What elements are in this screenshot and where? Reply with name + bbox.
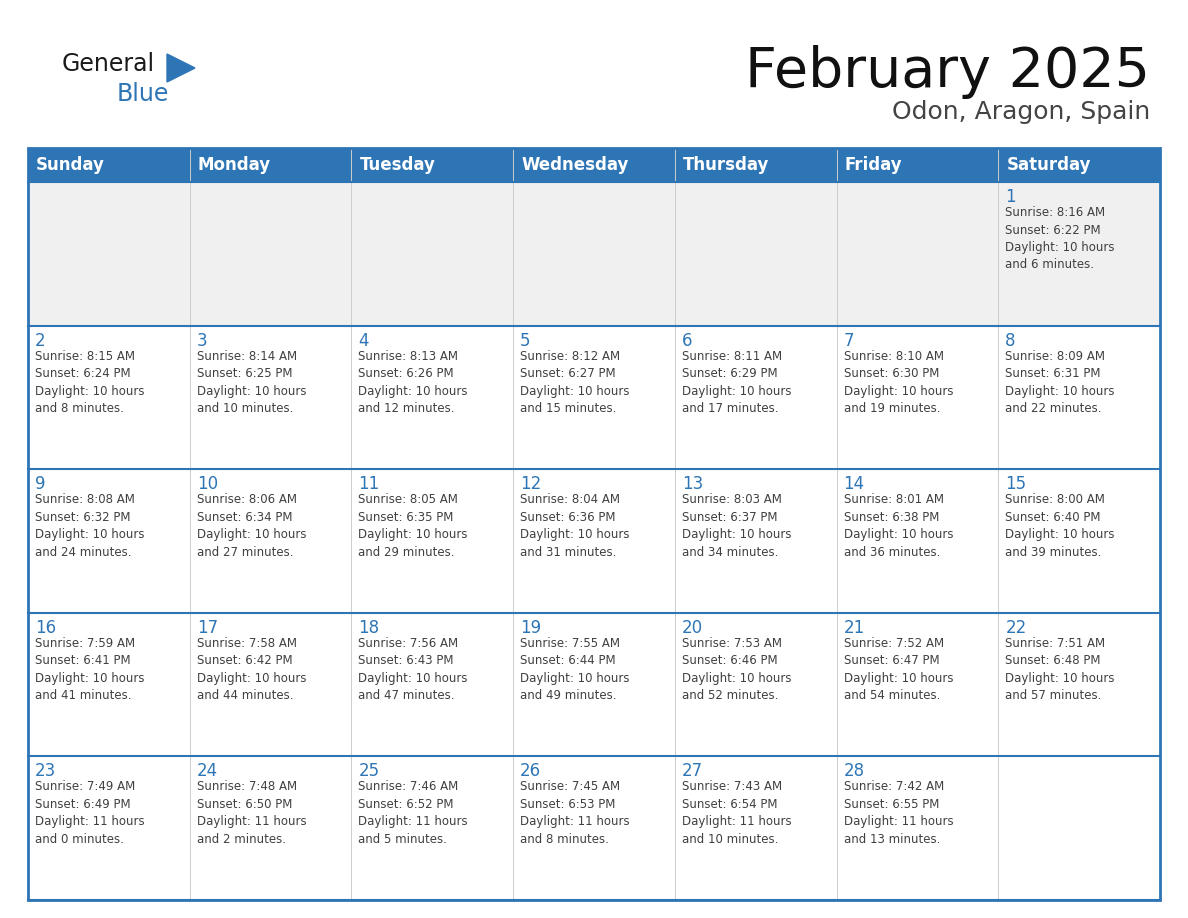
Text: 23: 23 bbox=[34, 763, 56, 780]
Text: Sunrise: 7:43 AM
Sunset: 6:54 PM
Daylight: 11 hours
and 10 minutes.: Sunrise: 7:43 AM Sunset: 6:54 PM Dayligh… bbox=[682, 780, 791, 845]
Text: 27: 27 bbox=[682, 763, 703, 780]
Text: Sunday: Sunday bbox=[36, 156, 105, 174]
Text: Sunrise: 8:10 AM
Sunset: 6:30 PM
Daylight: 10 hours
and 19 minutes.: Sunrise: 8:10 AM Sunset: 6:30 PM Dayligh… bbox=[843, 350, 953, 415]
Text: Blue: Blue bbox=[116, 82, 170, 106]
Text: 16: 16 bbox=[34, 619, 56, 637]
Text: Sunrise: 8:06 AM
Sunset: 6:34 PM
Daylight: 10 hours
and 27 minutes.: Sunrise: 8:06 AM Sunset: 6:34 PM Dayligh… bbox=[197, 493, 307, 559]
Text: 11: 11 bbox=[359, 476, 380, 493]
Text: 4: 4 bbox=[359, 331, 369, 350]
Text: Sunrise: 7:49 AM
Sunset: 6:49 PM
Daylight: 11 hours
and 0 minutes.: Sunrise: 7:49 AM Sunset: 6:49 PM Dayligh… bbox=[34, 780, 145, 845]
Text: Sunrise: 8:15 AM
Sunset: 6:24 PM
Daylight: 10 hours
and 8 minutes.: Sunrise: 8:15 AM Sunset: 6:24 PM Dayligh… bbox=[34, 350, 145, 415]
Text: Sunrise: 8:00 AM
Sunset: 6:40 PM
Daylight: 10 hours
and 39 minutes.: Sunrise: 8:00 AM Sunset: 6:40 PM Dayligh… bbox=[1005, 493, 1114, 559]
Text: 12: 12 bbox=[520, 476, 542, 493]
Text: Sunrise: 8:14 AM
Sunset: 6:25 PM
Daylight: 10 hours
and 10 minutes.: Sunrise: 8:14 AM Sunset: 6:25 PM Dayligh… bbox=[197, 350, 307, 415]
Text: 2: 2 bbox=[34, 331, 45, 350]
Bar bbox=[29, 326, 1159, 469]
Text: Sunrise: 8:11 AM
Sunset: 6:29 PM
Daylight: 10 hours
and 17 minutes.: Sunrise: 8:11 AM Sunset: 6:29 PM Dayligh… bbox=[682, 350, 791, 415]
Text: 13: 13 bbox=[682, 476, 703, 493]
Text: Sunrise: 8:01 AM
Sunset: 6:38 PM
Daylight: 10 hours
and 36 minutes.: Sunrise: 8:01 AM Sunset: 6:38 PM Dayligh… bbox=[843, 493, 953, 559]
Text: 21: 21 bbox=[843, 619, 865, 637]
Text: 20: 20 bbox=[682, 619, 703, 637]
Text: Tuesday: Tuesday bbox=[360, 156, 435, 174]
Bar bbox=[352, 148, 513, 182]
Text: 7: 7 bbox=[843, 331, 854, 350]
Text: Sunrise: 7:56 AM
Sunset: 6:43 PM
Daylight: 10 hours
and 47 minutes.: Sunrise: 7:56 AM Sunset: 6:43 PM Dayligh… bbox=[359, 637, 468, 702]
Text: Sunrise: 7:55 AM
Sunset: 6:44 PM
Daylight: 10 hours
and 49 minutes.: Sunrise: 7:55 AM Sunset: 6:44 PM Dayligh… bbox=[520, 637, 630, 702]
Text: Sunrise: 7:46 AM
Sunset: 6:52 PM
Daylight: 11 hours
and 5 minutes.: Sunrise: 7:46 AM Sunset: 6:52 PM Dayligh… bbox=[359, 780, 468, 845]
Text: Odon, Aragon, Spain: Odon, Aragon, Spain bbox=[892, 100, 1150, 124]
Text: 28: 28 bbox=[843, 763, 865, 780]
Text: 25: 25 bbox=[359, 763, 379, 780]
Text: Sunrise: 8:05 AM
Sunset: 6:35 PM
Daylight: 10 hours
and 29 minutes.: Sunrise: 8:05 AM Sunset: 6:35 PM Dayligh… bbox=[359, 493, 468, 559]
Text: 26: 26 bbox=[520, 763, 542, 780]
Text: Sunrise: 7:48 AM
Sunset: 6:50 PM
Daylight: 11 hours
and 2 minutes.: Sunrise: 7:48 AM Sunset: 6:50 PM Dayligh… bbox=[197, 780, 307, 845]
Text: 15: 15 bbox=[1005, 476, 1026, 493]
Text: Sunrise: 8:13 AM
Sunset: 6:26 PM
Daylight: 10 hours
and 12 minutes.: Sunrise: 8:13 AM Sunset: 6:26 PM Dayligh… bbox=[359, 350, 468, 415]
Text: 22: 22 bbox=[1005, 619, 1026, 637]
Text: Sunrise: 8:08 AM
Sunset: 6:32 PM
Daylight: 10 hours
and 24 minutes.: Sunrise: 8:08 AM Sunset: 6:32 PM Dayligh… bbox=[34, 493, 145, 559]
Polygon shape bbox=[168, 54, 195, 82]
Text: 6: 6 bbox=[682, 331, 693, 350]
Bar bbox=[29, 148, 1159, 900]
Text: General: General bbox=[62, 52, 156, 76]
Bar bbox=[29, 148, 190, 182]
Bar bbox=[513, 148, 675, 182]
Text: 24: 24 bbox=[197, 763, 217, 780]
Text: 17: 17 bbox=[197, 619, 217, 637]
Text: Sunrise: 7:58 AM
Sunset: 6:42 PM
Daylight: 10 hours
and 44 minutes.: Sunrise: 7:58 AM Sunset: 6:42 PM Dayligh… bbox=[197, 637, 307, 702]
Text: Sunrise: 8:03 AM
Sunset: 6:37 PM
Daylight: 10 hours
and 34 minutes.: Sunrise: 8:03 AM Sunset: 6:37 PM Dayligh… bbox=[682, 493, 791, 559]
Text: 19: 19 bbox=[520, 619, 542, 637]
Text: Sunrise: 7:45 AM
Sunset: 6:53 PM
Daylight: 11 hours
and 8 minutes.: Sunrise: 7:45 AM Sunset: 6:53 PM Dayligh… bbox=[520, 780, 630, 845]
Bar bbox=[190, 148, 352, 182]
Bar bbox=[29, 469, 1159, 613]
Bar bbox=[29, 613, 1159, 756]
Text: 14: 14 bbox=[843, 476, 865, 493]
Bar bbox=[29, 756, 1159, 900]
Text: Sunrise: 8:16 AM
Sunset: 6:22 PM
Daylight: 10 hours
and 6 minutes.: Sunrise: 8:16 AM Sunset: 6:22 PM Dayligh… bbox=[1005, 206, 1114, 272]
Text: Sunrise: 8:12 AM
Sunset: 6:27 PM
Daylight: 10 hours
and 15 minutes.: Sunrise: 8:12 AM Sunset: 6:27 PM Dayligh… bbox=[520, 350, 630, 415]
Text: Monday: Monday bbox=[197, 156, 271, 174]
Text: Saturday: Saturday bbox=[1006, 156, 1091, 174]
Bar bbox=[998, 148, 1159, 182]
Text: Sunrise: 7:53 AM
Sunset: 6:46 PM
Daylight: 10 hours
and 52 minutes.: Sunrise: 7:53 AM Sunset: 6:46 PM Dayligh… bbox=[682, 637, 791, 702]
Text: Sunrise: 7:42 AM
Sunset: 6:55 PM
Daylight: 11 hours
and 13 minutes.: Sunrise: 7:42 AM Sunset: 6:55 PM Dayligh… bbox=[843, 780, 953, 845]
Text: 8: 8 bbox=[1005, 331, 1016, 350]
Text: Wednesday: Wednesday bbox=[522, 156, 628, 174]
Text: Sunrise: 7:59 AM
Sunset: 6:41 PM
Daylight: 10 hours
and 41 minutes.: Sunrise: 7:59 AM Sunset: 6:41 PM Dayligh… bbox=[34, 637, 145, 702]
Text: 18: 18 bbox=[359, 619, 379, 637]
Text: Sunrise: 7:52 AM
Sunset: 6:47 PM
Daylight: 10 hours
and 54 minutes.: Sunrise: 7:52 AM Sunset: 6:47 PM Dayligh… bbox=[843, 637, 953, 702]
Text: Sunrise: 7:51 AM
Sunset: 6:48 PM
Daylight: 10 hours
and 57 minutes.: Sunrise: 7:51 AM Sunset: 6:48 PM Dayligh… bbox=[1005, 637, 1114, 702]
Text: Sunrise: 8:04 AM
Sunset: 6:36 PM
Daylight: 10 hours
and 31 minutes.: Sunrise: 8:04 AM Sunset: 6:36 PM Dayligh… bbox=[520, 493, 630, 559]
Text: 10: 10 bbox=[197, 476, 217, 493]
Bar bbox=[675, 148, 836, 182]
Text: Thursday: Thursday bbox=[683, 156, 770, 174]
Text: 3: 3 bbox=[197, 331, 208, 350]
Text: 1: 1 bbox=[1005, 188, 1016, 206]
Text: Friday: Friday bbox=[845, 156, 902, 174]
Text: 9: 9 bbox=[34, 476, 45, 493]
Bar bbox=[836, 148, 998, 182]
Bar bbox=[29, 182, 1159, 326]
Text: 5: 5 bbox=[520, 331, 531, 350]
Text: February 2025: February 2025 bbox=[745, 45, 1150, 99]
Text: Sunrise: 8:09 AM
Sunset: 6:31 PM
Daylight: 10 hours
and 22 minutes.: Sunrise: 8:09 AM Sunset: 6:31 PM Dayligh… bbox=[1005, 350, 1114, 415]
